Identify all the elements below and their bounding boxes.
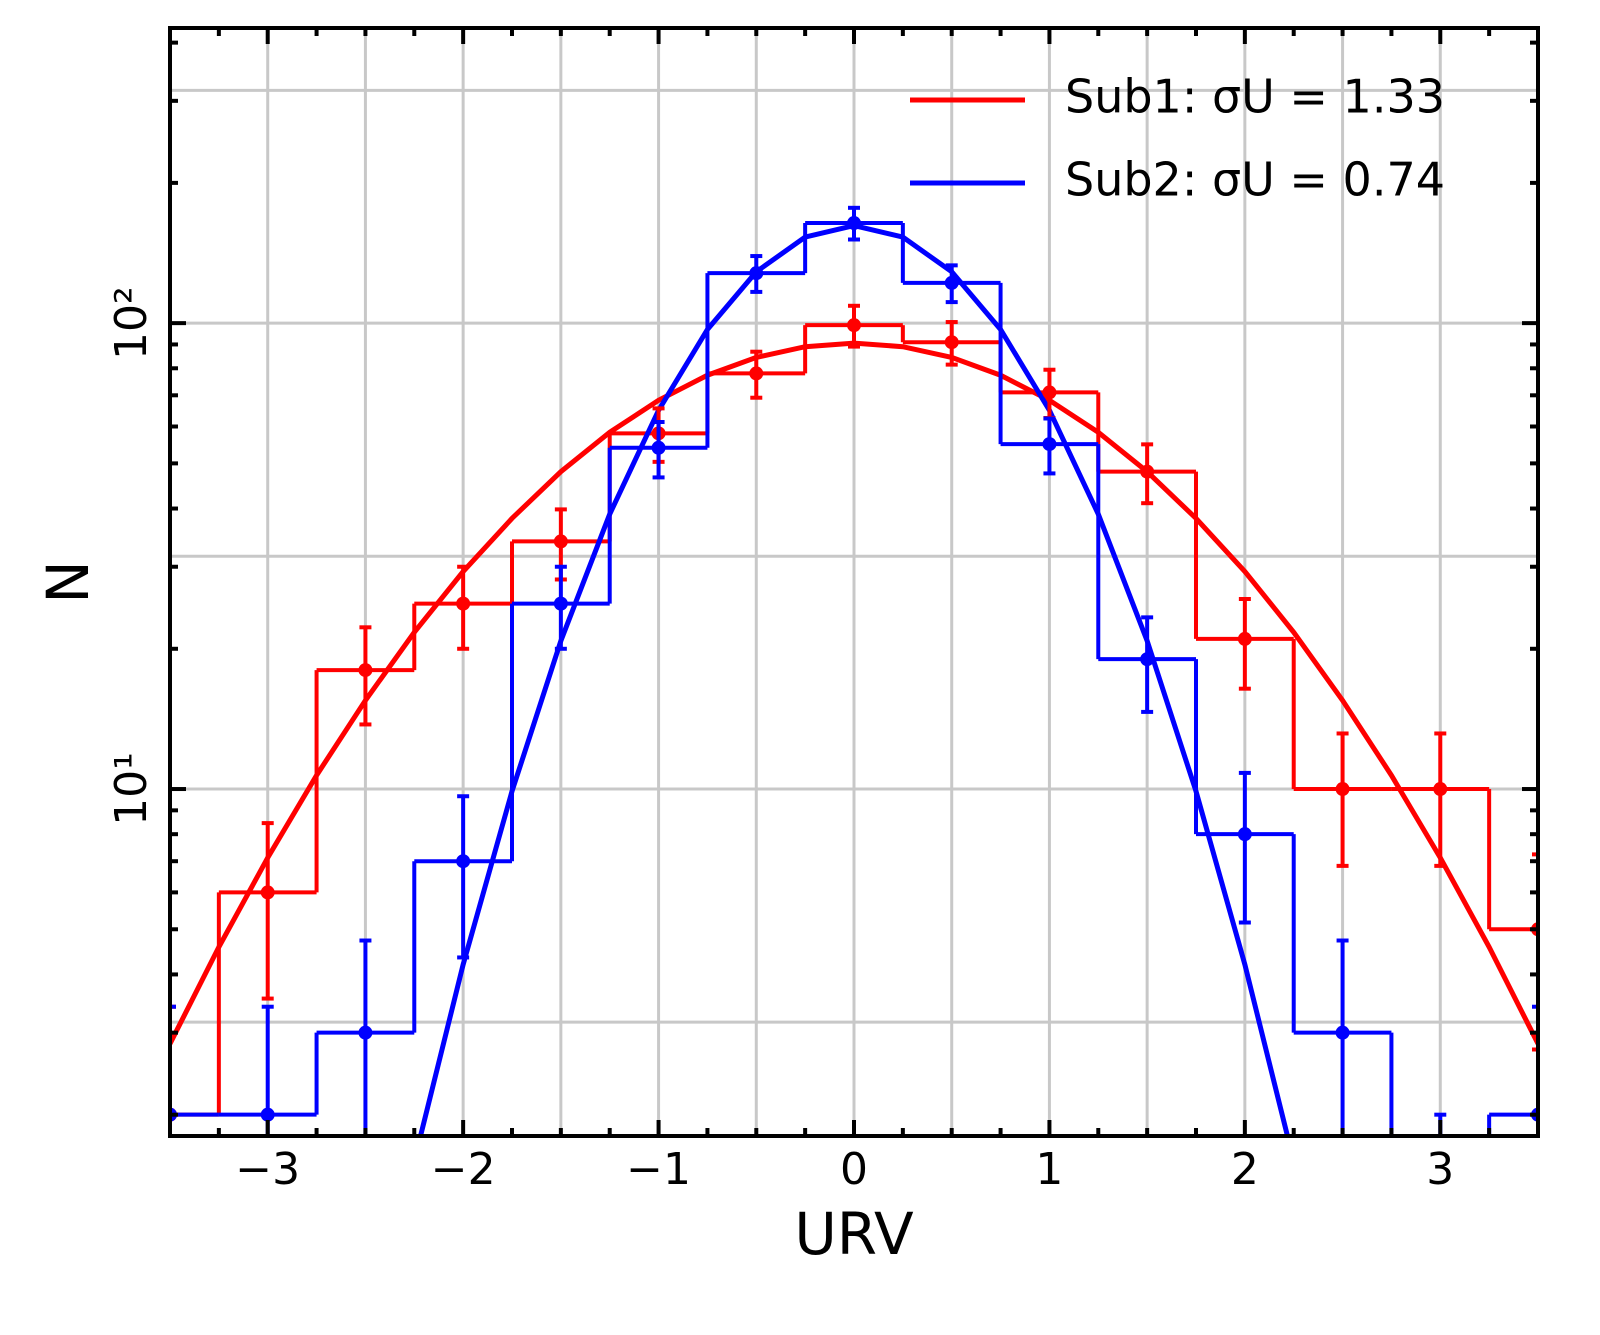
legend-label: Sub1: σU = 1.33 xyxy=(1065,70,1445,124)
data-point xyxy=(260,1107,275,1122)
y-axis-label: N xyxy=(34,560,102,603)
data-point xyxy=(1140,464,1155,479)
data-point xyxy=(553,534,568,549)
x-tick-label: −3 xyxy=(235,1144,300,1195)
data-point xyxy=(456,596,471,611)
x-tick-label: −2 xyxy=(431,1144,496,1195)
data-point xyxy=(1237,827,1252,842)
data-point xyxy=(651,440,666,455)
data-point xyxy=(358,1025,373,1040)
data-point xyxy=(358,663,373,678)
data-point xyxy=(553,596,568,611)
data-point xyxy=(456,854,471,869)
data-point xyxy=(1335,1025,1350,1040)
data-point xyxy=(847,216,861,231)
y-tick-label: 10² xyxy=(106,286,157,360)
data-point xyxy=(260,885,275,900)
x-tick-label: 0 xyxy=(840,1144,868,1195)
data-point xyxy=(944,275,959,290)
x-tick-label: 3 xyxy=(1426,1144,1454,1195)
data-point xyxy=(1433,782,1448,797)
data-point xyxy=(1042,385,1057,400)
data-point xyxy=(847,318,861,333)
x-tick-label: −1 xyxy=(626,1144,691,1195)
x-tick-label: 2 xyxy=(1231,1144,1259,1195)
data-point xyxy=(749,366,764,381)
data-point xyxy=(1140,652,1155,667)
legend-label: Sub2: σU = 0.74 xyxy=(1065,153,1445,207)
x-axis-label: URV xyxy=(794,1200,914,1268)
data-point xyxy=(944,335,959,350)
y-tick-label: 10¹ xyxy=(106,752,157,826)
data-point xyxy=(1335,782,1350,797)
data-point xyxy=(1433,1248,1447,1262)
legend: Sub1: σU = 1.33 Sub2: σU = 0.74 xyxy=(910,70,1445,207)
axes xyxy=(168,26,1540,1138)
x-tick-label: 1 xyxy=(1035,1144,1063,1195)
data-point xyxy=(1237,631,1252,646)
data-point xyxy=(749,266,764,281)
data-point xyxy=(1042,437,1057,452)
